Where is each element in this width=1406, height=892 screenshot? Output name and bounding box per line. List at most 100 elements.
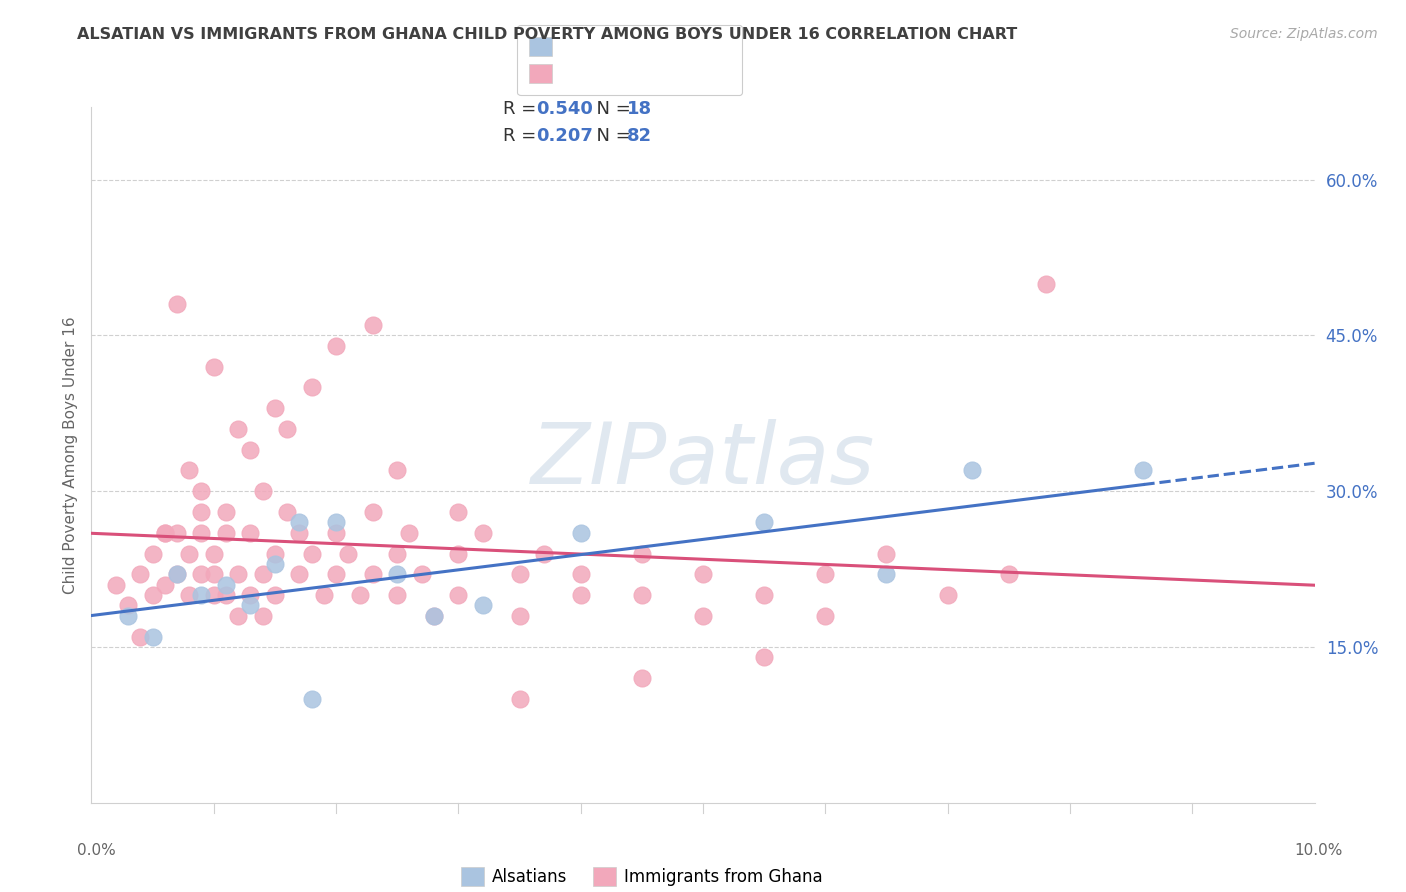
Text: 10.0%: 10.0% [1295,843,1343,858]
Point [190,484,212,499]
Point [117,608,139,623]
Point [814,567,837,582]
Text: 0.207: 0.207 [536,127,592,145]
Point [447,547,470,561]
Point [179,547,201,561]
Point [875,567,898,582]
Point [754,650,776,665]
Point [264,557,287,571]
Point [252,608,274,623]
Text: R =: R = [503,100,543,118]
Point [239,525,262,540]
Legend: Alsatians, Immigrants from Ghana: Alsatians, Immigrants from Ghana [454,860,830,892]
Point [631,671,654,685]
Point [252,567,274,582]
Point [264,588,287,602]
Point [202,567,225,582]
Point [141,547,163,561]
Point [1132,463,1154,477]
Point [960,463,983,477]
Point [998,567,1021,582]
Point [533,547,555,561]
Point [936,588,959,602]
Point [215,525,238,540]
Point [361,318,384,332]
Point [569,525,592,540]
Point [264,547,287,561]
Point [471,599,494,613]
Point [166,525,188,540]
Point [385,567,409,582]
Point [141,588,163,602]
Text: 0.0%: 0.0% [77,843,117,858]
Point [190,525,212,540]
Point [361,567,384,582]
Point [202,588,225,602]
Point [153,525,176,540]
Point [325,516,347,530]
Point [239,442,262,457]
Point [509,692,531,706]
Point [104,578,127,592]
Point [288,567,311,582]
Point [202,547,225,561]
Point [692,608,714,623]
Text: Source: ZipAtlas.com: Source: ZipAtlas.com [1230,27,1378,41]
Point [166,297,188,311]
Point [754,588,776,602]
Text: R =: R = [503,127,543,145]
Point [252,484,274,499]
Text: ZIPatlas: ZIPatlas [531,418,875,501]
Point [875,547,898,561]
Point [301,380,323,394]
Point [288,525,311,540]
Point [814,608,837,623]
Point [569,567,592,582]
Point [692,567,714,582]
Point [325,567,347,582]
Point [288,516,311,530]
Point [190,567,212,582]
Point [226,567,249,582]
Text: ALSATIAN VS IMMIGRANTS FROM GHANA CHILD POVERTY AMONG BOYS UNDER 16 CORRELATION : ALSATIAN VS IMMIGRANTS FROM GHANA CHILD … [77,27,1018,42]
Point [226,422,249,436]
Point [411,567,433,582]
Point [276,505,298,519]
Point [141,630,163,644]
Point [239,588,262,602]
Point [312,588,335,602]
Point [337,547,360,561]
Point [423,608,446,623]
Point [215,578,238,592]
Point [398,525,420,540]
Point [754,516,776,530]
Point [509,567,531,582]
Point [239,599,262,613]
Point [509,608,531,623]
Text: 0.540: 0.540 [536,100,592,118]
Point [179,463,201,477]
Point [423,608,446,623]
Y-axis label: Child Poverty Among Boys Under 16: Child Poverty Among Boys Under 16 [62,316,77,594]
Point [301,547,323,561]
Point [226,608,249,623]
Point [190,505,212,519]
Point [349,588,371,602]
Point [325,525,347,540]
Point [129,630,152,644]
Point [361,505,384,519]
Point [202,359,225,374]
Point [153,525,176,540]
Point [385,547,409,561]
Text: N =: N = [585,100,637,118]
Text: 18: 18 [627,100,652,118]
Point [166,567,188,582]
Point [276,422,298,436]
Point [129,567,152,582]
Point [471,525,494,540]
Point [215,505,238,519]
Point [447,505,470,519]
Point [166,567,188,582]
Point [385,463,409,477]
Point [447,588,470,602]
